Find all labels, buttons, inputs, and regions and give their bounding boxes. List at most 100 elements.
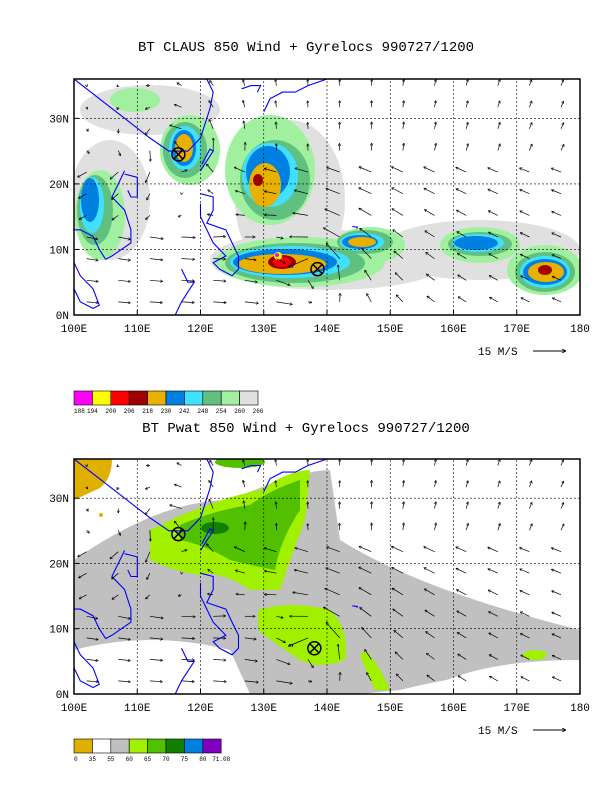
colorbar-swatch bbox=[202, 738, 222, 754]
wind-vector bbox=[149, 236, 163, 239]
wind-vector bbox=[359, 547, 372, 553]
colorbar-label: 218 bbox=[142, 408, 153, 415]
wind-vector bbox=[307, 659, 313, 667]
wind-vector bbox=[118, 681, 130, 682]
wind-vector bbox=[560, 482, 563, 488]
wind-vector bbox=[181, 259, 195, 260]
wind-vector bbox=[393, 230, 404, 238]
wind-vector bbox=[497, 101, 500, 108]
wind-vector bbox=[181, 616, 195, 617]
wind-vector bbox=[112, 193, 119, 200]
x-tick-label: 160E bbox=[440, 703, 467, 715]
wind-vector bbox=[458, 654, 467, 660]
wind-vector bbox=[118, 236, 130, 239]
wind-vector bbox=[175, 522, 182, 531]
wind-vector bbox=[243, 101, 246, 108]
wind-vector bbox=[489, 590, 498, 596]
gyreloc-marker bbox=[171, 526, 186, 542]
wind-vector bbox=[465, 502, 468, 509]
wind-vector bbox=[458, 633, 467, 639]
wind-vector bbox=[265, 169, 277, 173]
wind-vector bbox=[86, 659, 98, 660]
wind-vector bbox=[213, 259, 225, 260]
wind-vector bbox=[146, 551, 151, 562]
panel1-gyrelocs bbox=[171, 147, 325, 277]
wind-vector bbox=[80, 215, 87, 219]
colorbar-label: 188 bbox=[74, 408, 85, 415]
y-tick-label: 0N bbox=[56, 311, 69, 323]
wind-vector bbox=[326, 623, 340, 639]
wind-vector bbox=[150, 150, 151, 161]
wind-vector bbox=[118, 659, 130, 660]
wind-vector bbox=[326, 243, 340, 259]
wind-vector bbox=[560, 524, 564, 531]
coastline-segment bbox=[241, 85, 262, 93]
wind-vector bbox=[490, 655, 498, 660]
wind-vector bbox=[86, 637, 98, 640]
wind-vector bbox=[244, 279, 257, 282]
wind-vector bbox=[465, 524, 468, 531]
wind-vector bbox=[117, 530, 120, 535]
wind-vector bbox=[170, 125, 182, 130]
coastline-segment bbox=[263, 79, 328, 113]
wind-vector bbox=[367, 673, 372, 682]
wind-vector bbox=[236, 215, 245, 216]
wind-vector bbox=[490, 677, 498, 682]
wind-vector bbox=[397, 674, 404, 682]
wind-vector bbox=[146, 215, 151, 219]
wind-vector bbox=[489, 633, 498, 639]
wind-vector bbox=[362, 249, 372, 259]
wind-vector bbox=[553, 298, 562, 303]
y-tick-label: 10N bbox=[49, 245, 69, 257]
wind-vector bbox=[359, 188, 372, 195]
wind-vector bbox=[489, 211, 498, 216]
wind-vector bbox=[213, 302, 226, 303]
wind-vector bbox=[403, 481, 404, 488]
colorbar-swatch bbox=[110, 390, 130, 406]
wind-vector bbox=[488, 189, 498, 195]
wind-vector bbox=[276, 101, 277, 108]
wind-vector bbox=[208, 190, 214, 194]
wind-vector bbox=[78, 551, 87, 557]
wind-vector bbox=[456, 547, 467, 553]
wind-vector bbox=[276, 481, 277, 488]
wind-vector bbox=[177, 463, 182, 466]
colorbar-label: 35 bbox=[89, 756, 97, 763]
wind-vector bbox=[112, 215, 119, 219]
wind-vector bbox=[244, 659, 257, 661]
wind-vector bbox=[552, 634, 562, 639]
wind-vector bbox=[79, 572, 87, 577]
wind-vector bbox=[208, 214, 214, 215]
wind-vector bbox=[150, 530, 151, 540]
wind-vector bbox=[435, 502, 436, 509]
x-tick-label: 120E bbox=[187, 324, 214, 336]
wind-vector bbox=[338, 265, 341, 281]
wind-vector bbox=[435, 460, 436, 466]
wind-vector bbox=[110, 551, 119, 559]
wind-vector bbox=[118, 280, 130, 281]
colorbar-label: 266 bbox=[253, 408, 264, 415]
wind-vector bbox=[326, 568, 340, 574]
wind-vector bbox=[325, 589, 340, 596]
wind-vector bbox=[552, 613, 562, 617]
wind-vector bbox=[146, 171, 151, 182]
x-tick-label: 180 bbox=[570, 703, 590, 715]
wind-vector bbox=[86, 529, 89, 533]
coastline-segment bbox=[74, 170, 132, 261]
colorbar-swatch bbox=[202, 390, 222, 406]
coastline-segment bbox=[263, 459, 328, 492]
wind-vector bbox=[359, 167, 372, 173]
wind-vector bbox=[86, 615, 98, 618]
panel2-gridlines bbox=[74, 459, 580, 694]
wind-vector bbox=[181, 659, 195, 660]
wind-vector bbox=[521, 677, 530, 682]
wind-vector bbox=[181, 170, 187, 173]
wind-vector bbox=[403, 460, 404, 466]
wind-vector bbox=[560, 145, 564, 151]
wind-vector bbox=[497, 460, 500, 466]
panel1-wind-vectors bbox=[78, 80, 564, 305]
wind-vector bbox=[529, 123, 531, 129]
wind-vector bbox=[307, 681, 311, 682]
wind-vector bbox=[338, 645, 341, 660]
